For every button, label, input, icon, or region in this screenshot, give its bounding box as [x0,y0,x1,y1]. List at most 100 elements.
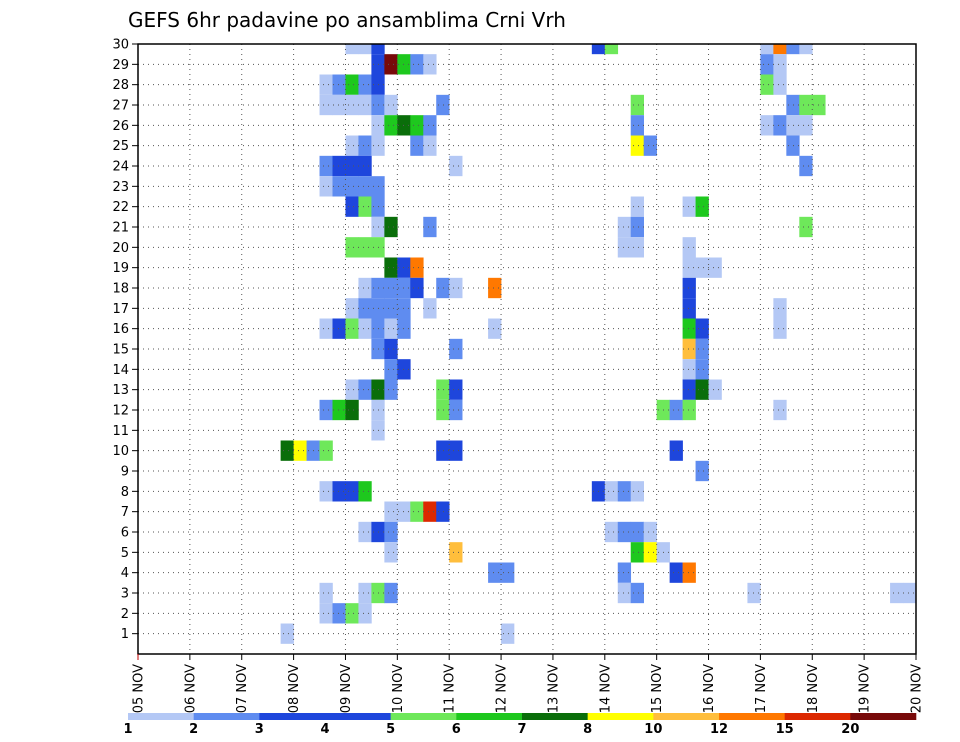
heat-cell [903,582,917,604]
y-tick-label: 18 [112,282,129,297]
heat-cell [332,318,346,339]
heat-cell [358,155,372,177]
y-tick-label: 29 [112,58,129,73]
heat-cell [436,94,450,116]
heat-cell [384,379,398,400]
heat-cell [332,94,346,116]
heat-cell [890,582,904,604]
heat-cell [773,44,787,55]
heat-cell [436,440,450,461]
heat-cell [682,359,696,380]
heat-cell [449,379,463,400]
heat-cell [384,359,398,380]
heat-cell [747,582,761,604]
y-tick-label: 9 [121,465,129,480]
heat-cell [358,603,372,624]
heat-cell [682,399,696,421]
x-tick-label: 10 NOV [391,664,406,713]
legend-label: 12 [710,722,728,737]
y-tick-label: 23 [112,180,129,195]
heat-cell [345,74,359,95]
heat-cell [799,44,813,55]
heat-cell [423,135,437,156]
y-tick-label: 11 [112,424,129,439]
heat-cell [410,277,424,299]
heat-cell [384,521,398,543]
legend-swatch [522,713,588,720]
heat-cell [319,481,333,502]
x-tick-label: 12 NOV [495,664,510,713]
x-tick-label: 09 NOV [339,664,354,713]
heat-cell [423,298,437,319]
y-tick-label: 14 [112,363,129,378]
heat-cell [501,623,515,644]
y-tick-label: 7 [121,505,129,520]
heat-cell [695,318,709,339]
heat-cell [280,440,294,461]
heat-cell [384,257,398,278]
heat-cell [384,338,398,360]
heat-cell [682,237,696,258]
y-tick-label: 6 [121,526,129,541]
heat-cell [384,318,398,339]
y-tick-label: 3 [121,587,129,602]
heat-cell [604,44,619,55]
heat-cell [358,318,372,339]
heat-cell [630,216,644,238]
heat-cell [358,521,372,543]
heat-cell [695,379,709,400]
heat-cell [319,399,333,421]
heat-cell [643,542,657,563]
x-tick-label: 19 NOV [858,664,873,713]
heat-cell [319,582,333,604]
heat-cell [799,216,813,238]
x-tick-label: 13 NOV [546,664,561,713]
heat-cell [345,155,359,177]
heat-cell [786,135,800,156]
y-tick-label: 12 [112,404,129,419]
heat-cell [695,460,709,482]
y-tick-label: 21 [112,221,129,236]
heat-cell [358,277,372,299]
heat-cell [682,562,696,583]
heat-cell [384,115,398,136]
x-tick-label: 08 NOV [287,664,302,713]
heat-cell [319,318,333,339]
heat-cell [695,257,709,278]
y-tick-label: 24 [112,160,129,175]
heat-cell [319,155,333,177]
heat-cell [786,44,800,55]
color-legend: 1 2 3 4 5 6 7 8 10 12 15 20 [123,713,917,737]
y-tick-label: 16 [112,322,129,337]
heat-cell [345,318,359,339]
legend-swatch [193,713,260,720]
legend-swatch [325,713,391,720]
heat-cell [630,582,644,604]
y-tick-label: 25 [112,139,129,154]
legend-label: 2 [189,722,198,737]
heat-cell [384,277,398,299]
heat-cell [799,115,813,136]
heat-cell [630,237,644,258]
heat-cell [358,94,372,116]
legend-swatch [850,713,917,720]
heat-cell [773,74,787,95]
heat-cell [345,135,359,156]
legend-label: 5 [386,722,395,737]
heat-cell [449,155,463,177]
heat-cell [617,237,632,258]
y-tick-label: 30 [112,38,129,53]
heat-cell [501,562,515,583]
heat-cell [319,603,333,624]
heat-cell [345,196,359,217]
heat-cell [760,54,774,75]
heat-cell [332,176,346,197]
heat-cell [410,501,424,522]
y-tick-label: 2 [121,607,129,622]
heat-cell [332,399,346,421]
heat-cell [708,379,722,400]
heat-cell [345,379,359,400]
legend-swatch [784,713,851,720]
heat-cell [345,481,359,502]
